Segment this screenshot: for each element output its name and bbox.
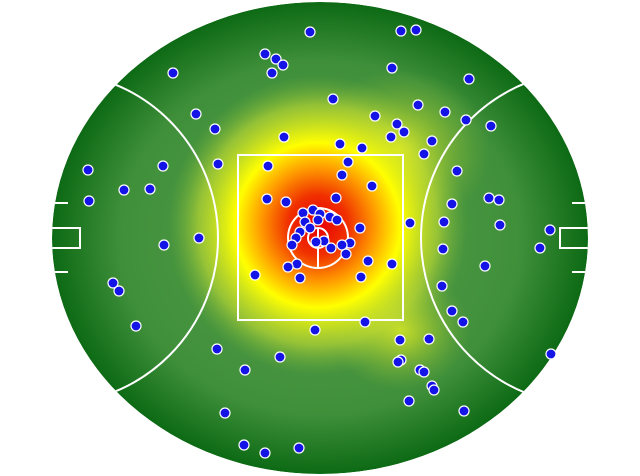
point xyxy=(340,248,352,260)
point xyxy=(438,216,450,228)
point xyxy=(334,138,346,150)
point xyxy=(312,214,324,226)
point xyxy=(463,73,475,85)
point xyxy=(412,99,424,111)
point xyxy=(410,24,422,36)
point xyxy=(211,343,223,355)
point xyxy=(418,366,430,378)
point xyxy=(483,192,495,204)
point xyxy=(446,305,458,317)
point xyxy=(428,384,440,396)
point xyxy=(426,135,438,147)
point xyxy=(113,285,125,297)
point xyxy=(336,169,348,181)
point xyxy=(327,93,339,105)
point xyxy=(386,258,398,270)
point xyxy=(293,442,305,454)
point xyxy=(130,320,142,332)
point xyxy=(219,407,231,419)
point xyxy=(107,277,119,289)
point xyxy=(304,222,316,234)
point xyxy=(167,67,179,79)
point xyxy=(158,239,170,251)
point xyxy=(457,316,469,328)
point xyxy=(309,324,321,336)
point xyxy=(274,351,286,363)
point xyxy=(259,48,271,60)
point xyxy=(325,242,337,254)
point xyxy=(280,196,292,208)
point xyxy=(342,156,354,168)
point xyxy=(545,348,557,360)
point xyxy=(304,26,316,38)
field-lines xyxy=(52,70,588,406)
point xyxy=(418,148,430,160)
point xyxy=(193,232,205,244)
point xyxy=(354,222,366,234)
point xyxy=(437,243,449,255)
point xyxy=(458,405,470,417)
point xyxy=(212,158,224,170)
point xyxy=(423,333,435,345)
point xyxy=(262,160,274,172)
point xyxy=(451,165,463,177)
point xyxy=(362,255,374,267)
point xyxy=(385,131,397,143)
point xyxy=(494,219,506,231)
point xyxy=(294,272,306,284)
point xyxy=(439,106,451,118)
point xyxy=(286,239,298,251)
point xyxy=(82,164,94,176)
point xyxy=(336,239,348,251)
point xyxy=(403,395,415,407)
point xyxy=(118,184,130,196)
point xyxy=(270,53,282,65)
point xyxy=(209,123,221,135)
point xyxy=(190,108,202,120)
point xyxy=(485,120,497,132)
point xyxy=(282,261,294,273)
point xyxy=(157,160,169,172)
point xyxy=(436,280,448,292)
point xyxy=(266,67,278,79)
point xyxy=(239,364,251,376)
point xyxy=(366,180,378,192)
point xyxy=(310,236,322,248)
point xyxy=(297,207,309,219)
point xyxy=(238,439,250,451)
point xyxy=(330,192,342,204)
point xyxy=(544,224,556,236)
point xyxy=(446,198,458,210)
point xyxy=(534,242,546,254)
point xyxy=(398,126,410,138)
point xyxy=(493,194,505,206)
point xyxy=(83,195,95,207)
point xyxy=(355,271,367,283)
point xyxy=(369,110,381,122)
point xyxy=(331,214,343,226)
point xyxy=(278,131,290,143)
point xyxy=(395,25,407,37)
point xyxy=(391,118,403,130)
point xyxy=(144,183,156,195)
point xyxy=(392,356,404,368)
point xyxy=(359,316,371,328)
point xyxy=(259,447,271,459)
point xyxy=(460,114,472,126)
point xyxy=(479,260,491,272)
point xyxy=(249,269,261,281)
point xyxy=(277,59,289,71)
point xyxy=(356,142,368,154)
point xyxy=(261,193,273,205)
point xyxy=(394,334,406,346)
point xyxy=(386,62,398,74)
point xyxy=(404,217,416,229)
